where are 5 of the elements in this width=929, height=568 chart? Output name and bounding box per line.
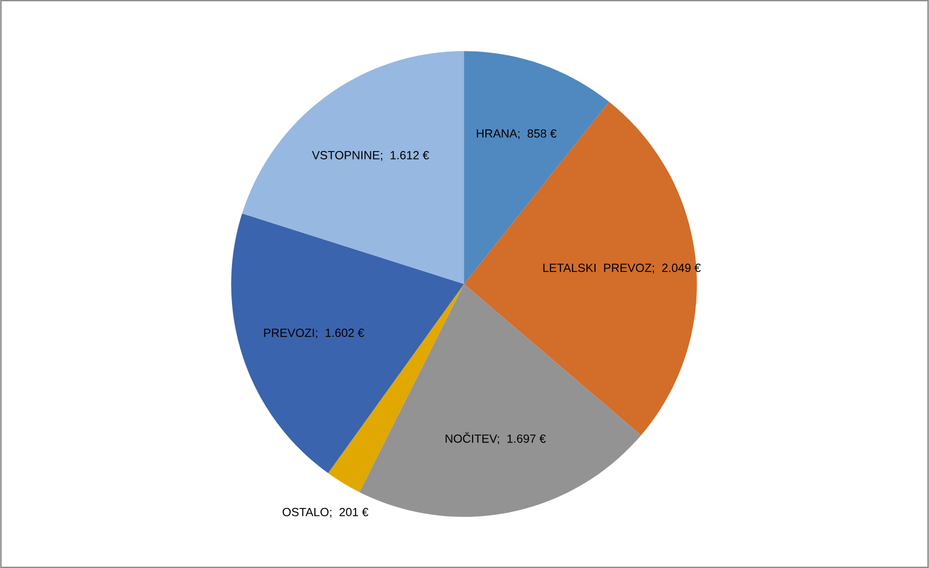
slice-label: PREVOZI; 1.602 €: [264, 328, 364, 338]
slice-label: NOČITEV; 1.697 €: [446, 432, 546, 444]
slice-label: HRANA; 858 €: [476, 129, 556, 140]
slice-label: OSTALO; 201 €: [282, 508, 368, 518]
slice-label: VSTOPNINE; 1.612 €: [312, 150, 429, 161]
